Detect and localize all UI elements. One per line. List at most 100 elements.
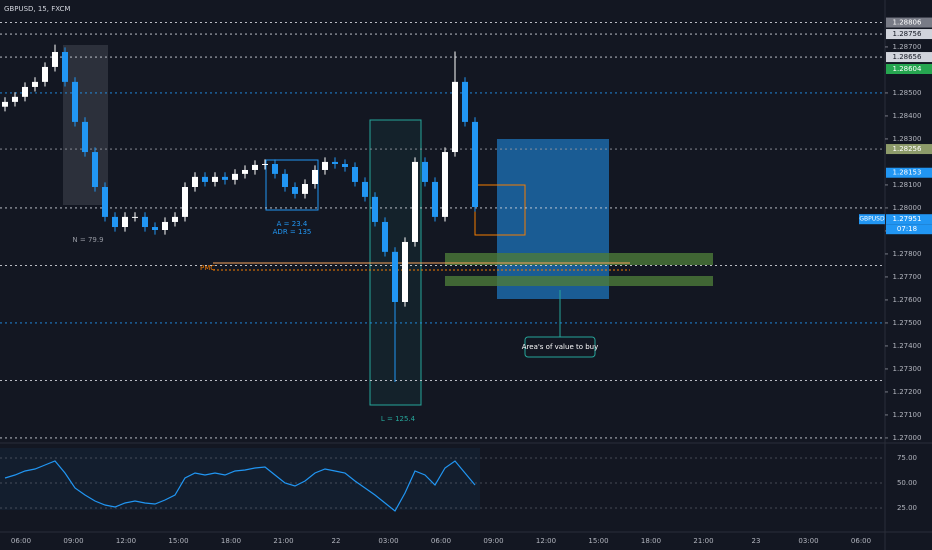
y-tick-label: 1.28100 [893, 181, 922, 189]
x-tick-label: 21:00 [693, 537, 713, 545]
candle-body [472, 121, 478, 208]
x-tick-label: 15:00 [168, 537, 188, 545]
indicator-band [0, 448, 480, 510]
candle-body [332, 161, 338, 164]
price-tag-label: 1.28153 [893, 169, 922, 177]
value-zone [445, 253, 713, 265]
chart-title: GBPUSD, 15, FXCM [4, 5, 70, 13]
candle-body [242, 169, 248, 174]
annotation: A = 23.4 [277, 220, 308, 228]
callout-box [524, 336, 596, 358]
target-box [497, 139, 609, 299]
y-tick-label: 1.27300 [893, 365, 922, 373]
candle-body [102, 186, 108, 217]
candle-body [352, 166, 358, 182]
candle-body [362, 181, 368, 197]
indicator-tick-label: 50.00 [897, 479, 917, 487]
symbol-tag-label: GBPUSD [859, 216, 885, 223]
candle-body [142, 216, 148, 228]
x-tick-label: 18:00 [221, 537, 241, 545]
y-tick-label: 1.27100 [893, 411, 922, 419]
x-tick-label: 12:00 [116, 537, 136, 545]
price-tag-label: 1.28656 [893, 53, 922, 61]
value-zone [445, 276, 713, 286]
annotation: ADR = 135 [273, 228, 312, 236]
price-tag [886, 64, 932, 75]
candle-body [292, 186, 298, 194]
annotation: PMC [200, 264, 215, 272]
candle-body [132, 216, 138, 218]
y-tick-label: 1.28500 [893, 89, 922, 97]
price-tag [886, 214, 932, 225]
y-tick-label: 1.28400 [893, 112, 922, 120]
candle-body [462, 81, 468, 122]
candle-body [282, 173, 288, 187]
candle-body [152, 227, 158, 231]
y-tick-label: 1.27800 [893, 250, 922, 258]
candle-body [212, 176, 218, 182]
candle-body [192, 176, 198, 187]
x-tick-label: 06:00 [851, 537, 871, 545]
x-tick-label: 06:00 [11, 537, 31, 545]
candle-body [182, 186, 188, 217]
candle-body [82, 121, 88, 153]
candle-body [12, 96, 18, 102]
price-tag-label: 1.28806 [893, 19, 922, 27]
price-tag-label: 1.28604 [893, 65, 922, 73]
asia-box [265, 159, 319, 211]
candle-body [322, 161, 328, 170]
x-tick-label: 09:00 [63, 537, 83, 545]
y-tick-label: 1.27600 [893, 296, 922, 304]
candle-body [392, 251, 398, 302]
candle-body [342, 163, 348, 167]
y-tick-label: 1.28300 [893, 135, 922, 143]
candle-body [422, 161, 428, 182]
y-tick-label: 1.28000 [893, 204, 922, 212]
candle-body [432, 181, 438, 217]
candle-body [302, 184, 308, 194]
price-tag [886, 144, 932, 155]
candle-body [92, 152, 98, 187]
candle-body [122, 216, 128, 228]
y-tick-label: 1.27000 [893, 434, 922, 442]
x-tick-label: 03:00 [378, 537, 398, 545]
candle-body [452, 81, 458, 153]
candle-body [372, 196, 378, 222]
x-tick-label: 23 [752, 537, 761, 545]
x-tick-label: 21:00 [273, 537, 293, 545]
price-tag-label: 1.28256 [893, 145, 922, 153]
price-tag [886, 167, 932, 178]
x-tick-label: 15:00 [588, 537, 608, 545]
candle-body [252, 164, 258, 170]
callout-text: Area's of value to buy [522, 343, 599, 351]
candle-body [232, 173, 238, 180]
y-tick-label: 1.27200 [893, 388, 922, 396]
candle-body [402, 241, 408, 302]
symbol-tag [859, 214, 885, 225]
candle-body [312, 169, 318, 185]
candle-body [412, 161, 418, 242]
annotation: L = 125.4 [381, 415, 416, 423]
y-tick-label: 1.27400 [893, 342, 922, 350]
candle-body [202, 176, 208, 182]
x-tick-label: 22 [332, 537, 341, 545]
candle-body [162, 221, 168, 231]
indicator-line [4, 460, 476, 512]
indicator-tick-label: 75.00 [897, 454, 917, 462]
candle-body [262, 163, 268, 165]
candle-body [172, 216, 178, 222]
candle-body [222, 176, 228, 180]
countdown-tag [886, 224, 932, 235]
price-tag-label: 1.28756 [893, 30, 922, 38]
candle-body [272, 163, 278, 174]
x-tick-label: 09:00 [483, 537, 503, 545]
price-tag [886, 29, 932, 40]
candle-body [22, 86, 28, 97]
x-tick-label: 12:00 [536, 537, 556, 545]
candle-body [442, 152, 448, 217]
candle-body [32, 81, 38, 87]
price-tag-label: 1.27951 [893, 215, 922, 223]
price-tag [886, 52, 932, 63]
y-tick-label: 1.27500 [893, 319, 922, 327]
